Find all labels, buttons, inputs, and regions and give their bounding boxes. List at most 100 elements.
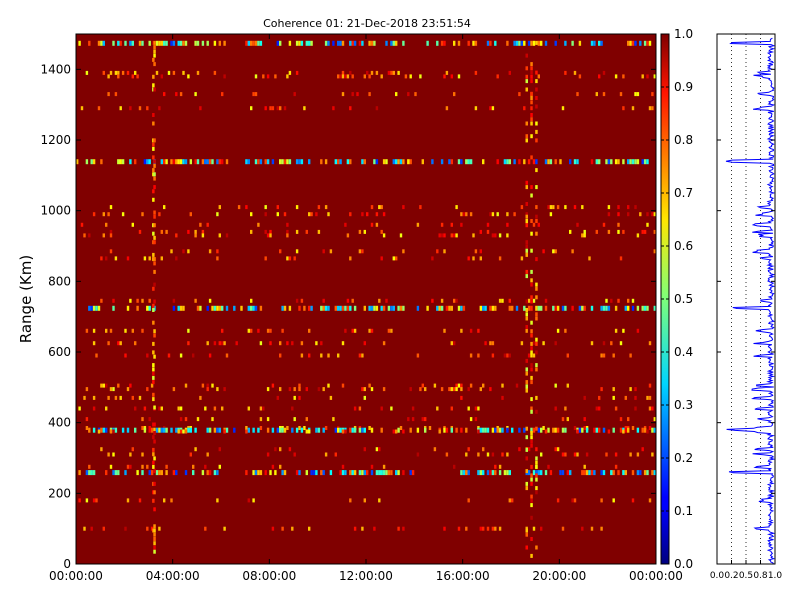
heatmap-cell [153,541,156,546]
heatmap-cell [636,305,640,311]
heatmap-cell [131,222,134,227]
heatmap-cell [397,305,400,311]
heatmap-cell [153,223,156,228]
heatmap-cell [532,341,536,346]
heatmap-cell [525,528,528,533]
colorbar-tick-label: 0.5 [674,292,693,306]
heatmap-cell [552,249,555,254]
heatmap-cell [614,305,618,311]
heatmap-cell [109,205,113,210]
heatmap-cell [554,447,557,452]
heatmap-cell [530,346,533,351]
heatmap-cell [245,470,248,476]
heatmap-cell [610,341,613,346]
heatmap-cell [535,316,538,321]
heatmap-cell [109,328,113,333]
heatmap-cell [97,305,101,311]
heatmap-cell [482,470,485,476]
heatmap-cell [544,40,548,46]
heatmap-cell [542,249,545,254]
heatmap-cell [380,470,383,476]
heatmap-cell [511,305,514,311]
heatmap-cell [641,74,644,79]
heatmap-cell [460,159,463,165]
heatmap-cell [593,40,596,46]
heatmap-cell [646,429,649,434]
heatmap-cell [583,464,586,469]
heatmap-cell [206,305,209,311]
heatmap-cell [252,305,255,311]
heatmap-cell [619,417,623,422]
heatmap-cell [482,447,485,452]
heatmap-cell [165,464,168,469]
heatmap-cell [269,341,272,346]
heatmap-cell [479,305,482,311]
heatmap-cell [143,159,147,165]
heatmap-cell [92,427,96,433]
heatmap-cell [631,470,635,476]
heatmap-cell [334,305,337,311]
heatmap-cell [358,427,362,433]
heatmap-cell [126,256,130,261]
heatmap-cell [631,106,635,111]
heatmap-cell [192,353,195,358]
heatmap-cell [216,159,219,165]
heatmap-cell [535,470,538,476]
heatmap-cell [153,490,156,495]
heatmap-cell [382,233,386,238]
heatmap-cell [112,305,115,311]
heatmap-cell [134,427,137,433]
heatmap-cell [561,106,565,111]
heatmap-cell [303,106,306,111]
heatmap-cell [153,456,156,461]
heatmap-cell [283,212,287,217]
heatmap-cell [152,121,155,126]
heatmap-cell [184,40,188,46]
heatmap-cell [426,305,429,311]
heatmap-cell [361,470,364,476]
heatmap-cell [150,470,154,476]
heatmap-cell [264,106,267,111]
heatmap-cell [206,383,209,388]
heatmap-cell [126,70,130,75]
heatmap-cell [590,341,594,346]
heatmap-cell [146,464,149,469]
heatmap-cell [152,367,155,372]
heatmap-cell [152,308,155,312]
heatmap-cell [535,477,538,482]
heatmap-cell [250,212,253,217]
heatmap-cell [218,205,221,210]
heatmap-cell [395,429,398,434]
heatmap-cell [341,464,345,469]
heatmap-cell [477,406,480,411]
heatmap-cell [527,159,531,165]
heatmap-cell [288,305,292,311]
heatmap-cell [547,159,550,165]
heatmap-cell [109,70,113,75]
heatmap-cell [525,185,528,190]
heatmap-cell [320,305,323,311]
heatmap-cell [530,100,533,105]
heatmap-cell [163,159,166,165]
heatmap-cell [525,486,528,491]
heatmap-cell [535,473,538,478]
heatmap-cell [395,256,398,261]
heatmap-cell [407,92,410,97]
x-tick-label: 00:00:00 [629,569,683,583]
heatmap-cell [494,470,497,476]
heatmap-cell [114,470,118,476]
heatmap-cell [124,470,127,476]
heatmap-cell [153,185,156,190]
heatmap-cell [252,498,255,503]
heatmap-cell [266,74,270,79]
heatmap-cell [508,159,511,165]
heatmap-cell [627,305,630,311]
heatmap-cell [121,70,125,75]
heatmap-cell [457,74,461,79]
heatmap-cell [259,159,263,165]
heatmap-cell [153,235,156,240]
colorbar-tick-label: 0.4 [674,345,693,359]
heatmap-cell [216,427,219,433]
heatmap-cell [641,159,644,165]
heatmap-cell [368,328,371,333]
